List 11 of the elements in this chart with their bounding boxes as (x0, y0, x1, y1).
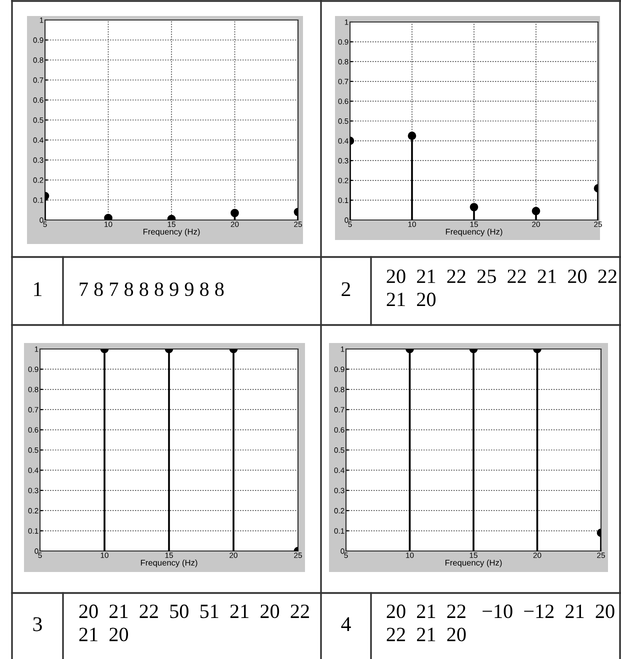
text: 2 (342, 282, 350, 296)
text: 3 (33, 617, 42, 632)
x-axis-title: Frequency (Hz) (140, 560, 198, 568)
text: 20 21 22 25 22 21 20 22 21 20 (386, 270, 616, 306)
x-axis-title: Frequency (Hz) (143, 228, 200, 236)
text: 20 21 22 50 51 21 20 22 21 20 (79, 604, 309, 642)
text: 4 (341, 617, 351, 632)
x-axis-title: Frequency (Hz) (445, 560, 502, 568)
text: 20 21 22 −10 −12 21 20 22 21 20 (386, 604, 614, 642)
text: 7 8 7 8 8 8 9 9 8 8 (80, 282, 224, 296)
x-axis-title: Frequency (Hz) (446, 228, 502, 236)
